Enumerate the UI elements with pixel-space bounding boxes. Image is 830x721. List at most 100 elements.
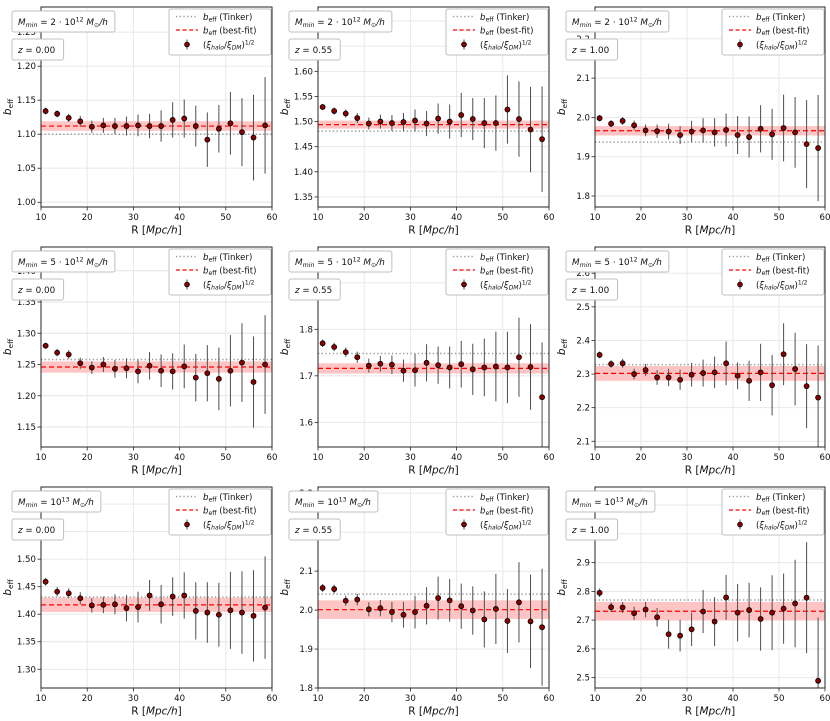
svg-text:60: 60: [267, 213, 277, 223]
mass-label: Mmin = 2 · 1012 M⊙/h: [18, 17, 108, 29]
legend-bestfit-label: beff (best-fit): [203, 27, 256, 38]
svg-text:30: 30: [128, 694, 139, 704]
data-point: [642, 367, 649, 373]
data-point: [677, 632, 683, 639]
data-point: [481, 616, 488, 623]
data-point: [527, 364, 534, 370]
svg-text:1.15: 1.15: [17, 96, 36, 106]
svg-text:20: 20: [359, 213, 370, 223]
svg-text:40: 40: [451, 213, 462, 223]
data-point: [146, 362, 153, 369]
data-point: [88, 364, 95, 371]
data-point: [711, 618, 718, 625]
data-point: [342, 597, 349, 604]
mass-label-box: [565, 10, 670, 33]
svg-text:50: 50: [220, 453, 231, 463]
data-point: [780, 605, 787, 612]
data-point: [262, 122, 268, 129]
svg-text:1.20: 1.20: [17, 392, 36, 402]
mass-label: Mmin = 1013 M⊙/h: [18, 497, 94, 509]
svg-text:2.0: 2.0: [299, 606, 313, 616]
redshift-label: z = 0.55: [294, 526, 332, 536]
data-point: [677, 132, 683, 138]
data-point: [516, 599, 522, 606]
data-point: [746, 607, 753, 613]
data-point: [631, 610, 637, 617]
data-point: [688, 128, 695, 135]
mass-label: Mmin = 2 · 1012 M⊙/h: [572, 17, 662, 29]
mass-label-box: [565, 250, 670, 273]
data-point: [723, 594, 730, 601]
data-point: [665, 128, 672, 135]
data-point: [723, 127, 730, 133]
data-point: [65, 351, 72, 358]
redshift-label: z = 1.00: [571, 526, 610, 536]
redshift-label-box: [11, 518, 65, 541]
svg-text:10: 10: [36, 694, 47, 704]
svg-text:10: 10: [590, 694, 601, 704]
y-axis-label: beff: [2, 98, 15, 115]
data-point: [169, 368, 176, 375]
x-tick-labels: 10 20 30 40 50 60: [313, 213, 554, 223]
y-axis-label: beff: [2, 578, 15, 595]
svg-text:2.0: 2.0: [576, 113, 590, 123]
x-axis-label: R [Mpc/h]: [685, 465, 736, 477]
data-point: [539, 136, 545, 143]
data-point: [135, 122, 141, 129]
legend-bestfit-label: beff (best-fit): [480, 507, 533, 518]
axis-ticks: [591, 272, 826, 451]
svg-text:60: 60: [820, 694, 830, 704]
svg-text:1.40: 1.40: [17, 610, 36, 620]
legend-marker-sample: [461, 41, 467, 48]
data-point: [365, 120, 372, 127]
data-point: [711, 369, 718, 376]
legend-tinker-label: beff (Tinker): [756, 13, 805, 24]
svg-text:40: 40: [728, 694, 739, 704]
redshift-label-box: [288, 278, 341, 301]
data-point: [757, 125, 764, 132]
svg-text:2.1: 2.1: [576, 74, 590, 84]
svg-text:1.9: 1.9: [576, 153, 590, 163]
legend-marker-sample: [184, 41, 190, 48]
x-tick-labels: 10 20 30 40 50 60: [313, 694, 554, 704]
data-point: [700, 370, 707, 376]
svg-text:1.25: 1.25: [17, 361, 36, 371]
data-point: [746, 134, 753, 140]
svg-text:20: 20: [82, 213, 93, 223]
legend-data-label: (ξhalo/ξDM)1/2: [756, 280, 808, 292]
data-point: [215, 611, 222, 618]
svg-text:50: 50: [497, 453, 508, 463]
data-point: [654, 374, 660, 381]
svg-text:30: 30: [405, 694, 416, 704]
legend-tinker-label: beff (Tinker): [480, 13, 529, 24]
mass-label: Mmin = 1013 M⊙/h: [295, 497, 371, 509]
legend-tinker-label: beff (Tinker): [480, 253, 529, 264]
data-point: [342, 349, 349, 356]
redshift-label: z = 0.00: [17, 526, 56, 536]
legend: beff (Tinker) beff (best-fit) (ξhalo/ξDM)1…: [445, 8, 549, 56]
data-point: [504, 106, 511, 113]
svg-text:30: 30: [405, 453, 416, 463]
svg-text:20: 20: [359, 694, 370, 704]
legend-data-label: (ξhalo/ξDM)1/2: [203, 40, 255, 52]
legend-box: [168, 488, 272, 536]
svg-text:30: 30: [682, 694, 693, 704]
svg-text:50: 50: [774, 213, 785, 223]
mass-label-box: [11, 490, 102, 513]
data-point: [88, 602, 95, 609]
data-points: [42, 578, 268, 619]
data-point: [135, 604, 141, 610]
data-point: [331, 344, 338, 350]
legend-tinker-label: beff (Tinker): [756, 493, 805, 504]
data-point: [54, 110, 61, 117]
y-axis-label: beff: [556, 578, 569, 595]
svg-text:40: 40: [174, 453, 185, 463]
plot-border: [594, 246, 826, 448]
legend-bestfit-label: beff (best-fit): [480, 267, 533, 278]
data-point: [446, 364, 453, 371]
data-point: [642, 606, 649, 613]
data-point: [54, 588, 61, 595]
svg-text:1.50: 1.50: [294, 118, 313, 128]
svg-text:50: 50: [774, 694, 785, 704]
